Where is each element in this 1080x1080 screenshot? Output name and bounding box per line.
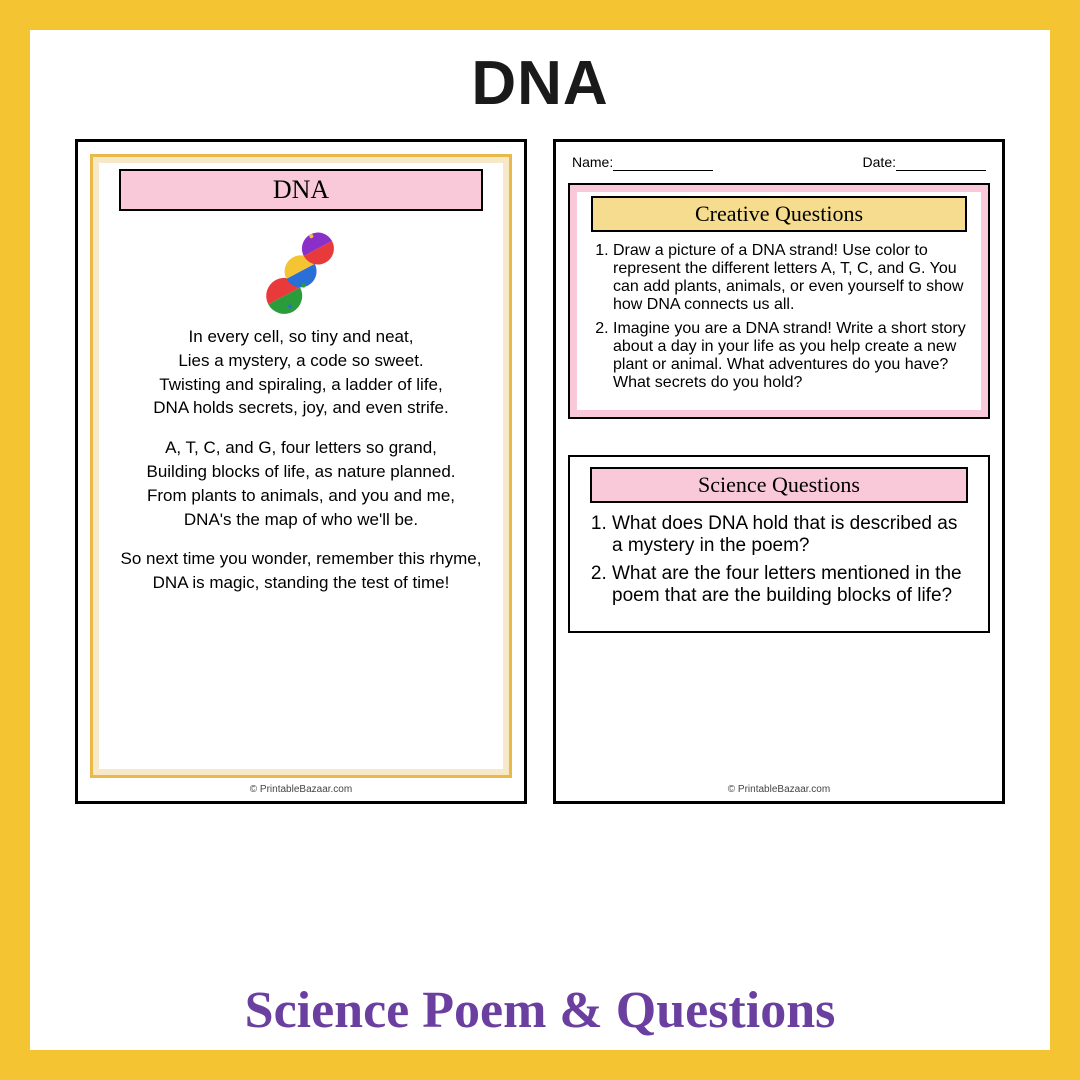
subtitle: Science Poem & Questions	[245, 981, 836, 1040]
creative-inner: Creative Questions Draw a picture of a D…	[576, 191, 982, 411]
science-q1: What does DNA hold that is described as …	[612, 513, 972, 557]
outer-frame: DNA DNA	[0, 0, 1080, 1080]
science-list: What does DNA hold that is described as …	[586, 513, 972, 607]
science-box: Science Questions What does DNA hold tha…	[568, 455, 990, 633]
creative-list: Draw a picture of a DNA strand! Use colo…	[587, 242, 971, 392]
pages-row: DNA	[58, 139, 1022, 957]
creative-box: Creative Questions Draw a picture of a D…	[568, 183, 990, 419]
poem-body: In every cell, so tiny and neat,Lies a m…	[121, 325, 482, 611]
creative-q1: Draw a picture of a DNA strand! Use colo…	[613, 242, 971, 314]
poem-frame: DNA	[90, 154, 512, 778]
header-fields: Name: Date:	[568, 154, 990, 171]
science-inner: Science Questions What does DNA hold tha…	[576, 467, 982, 625]
stanza-3: So next time you wonder, remember this r…	[121, 547, 482, 595]
inner-panel: DNA DNA	[30, 30, 1050, 1050]
copyright-left: © PrintableBazaar.com	[90, 784, 512, 795]
main-title: DNA	[471, 48, 608, 119]
science-q2: What are the four letters mentioned in t…	[612, 563, 972, 607]
poem-heading: DNA	[119, 169, 484, 211]
poem-page: DNA	[75, 139, 527, 804]
creative-heading: Creative Questions	[591, 196, 967, 232]
questions-page: Name: Date: Creative Questions Draw a pi…	[553, 139, 1005, 804]
science-heading: Science Questions	[590, 467, 968, 503]
copyright-right: © PrintableBazaar.com	[568, 784, 990, 795]
stanza-2: A, T, C, and G, four letters so grand,Bu…	[121, 436, 482, 531]
date-field: Date:	[863, 154, 986, 171]
name-field: Name:	[572, 154, 713, 171]
poem-inner: DNA	[99, 163, 503, 769]
creative-q2: Imagine you are a DNA strand! Write a sh…	[613, 320, 971, 392]
stanza-1: In every cell, so tiny and neat,Lies a m…	[121, 325, 482, 420]
dna-graphic-icon	[226, 225, 376, 315]
